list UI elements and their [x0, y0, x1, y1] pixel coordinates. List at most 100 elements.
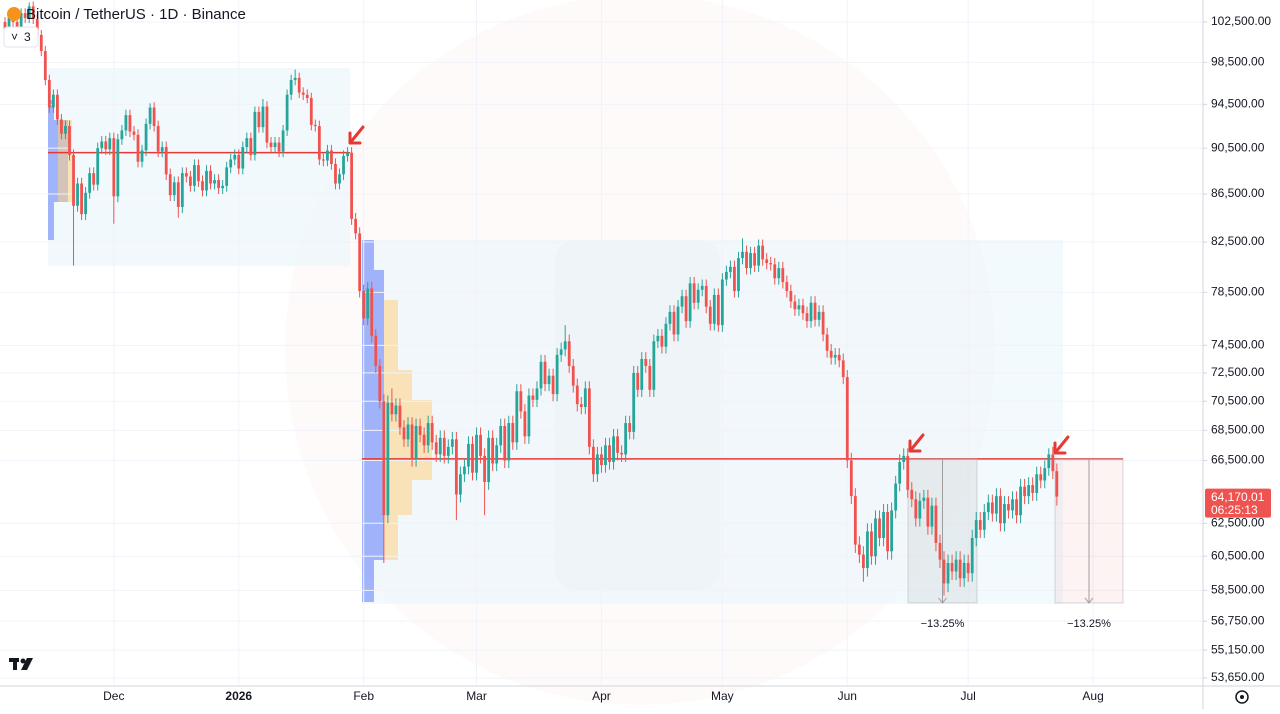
- candle-body: [543, 361, 547, 385]
- candle-body: [1027, 485, 1031, 497]
- candle-body: [180, 173, 184, 207]
- candle-body: [245, 138, 249, 148]
- candle-body: [555, 354, 559, 395]
- candle-body: [475, 434, 478, 473]
- candle-body: [664, 323, 668, 347]
- y-tick-label: 53,650.00: [1211, 670, 1265, 684]
- candle-body: [305, 94, 309, 98]
- candle-body: [160, 147, 164, 152]
- candle-body: [1031, 485, 1035, 493]
- y-tick-label: 98,500.00: [1211, 55, 1265, 69]
- candle-body: [193, 165, 196, 186]
- candle-body: [547, 375, 551, 385]
- measure-arrow-head: [1084, 597, 1094, 604]
- candle-body: [769, 263, 773, 265]
- candle-body: [515, 391, 519, 443]
- candle-body: [753, 253, 756, 266]
- plot: [0, 0, 1203, 686]
- candle-body: [817, 311, 821, 320]
- candle-body: [587, 388, 591, 447]
- candle-body: [805, 313, 809, 322]
- candle-body: [531, 395, 535, 400]
- candle-body: [7, 16, 11, 29]
- symbol-title: Bitcoin / TetherUS · 1D · Binance: [26, 6, 246, 23]
- candle-body: [88, 173, 92, 193]
- candle-body: [890, 510, 894, 552]
- candle-body: [378, 365, 382, 402]
- candle-body: [1035, 474, 1039, 493]
- candle-body: [47, 79, 51, 108]
- candle-body: [829, 350, 833, 358]
- candle-body: [624, 423, 628, 455]
- candle-body: [841, 360, 845, 378]
- candle-body: [60, 119, 63, 134]
- candle-body: [418, 425, 422, 435]
- measure-label: −13.25%: [1067, 618, 1111, 630]
- candle-body: [729, 266, 732, 272]
- candle-body: [430, 423, 434, 443]
- candle-body: [188, 176, 192, 186]
- candle-body: [116, 139, 120, 197]
- candle-body: [575, 385, 579, 405]
- y-tick-label: 78,500.00: [1211, 285, 1265, 299]
- candle-body: [326, 150, 329, 161]
- measure-arrow-head: [938, 597, 947, 604]
- candle-body: [793, 301, 797, 310]
- candle-body: [1019, 486, 1022, 516]
- candle-body: [289, 79, 293, 95]
- candle-body: [990, 502, 994, 514]
- candle-body: [720, 279, 724, 326]
- candle-body: [918, 500, 922, 519]
- candle-body: [1051, 454, 1055, 472]
- candle-body: [604, 445, 607, 466]
- y-tick-label: 74,500.00: [1211, 338, 1265, 352]
- candle-body: [168, 174, 172, 196]
- candle-body: [370, 288, 374, 336]
- candle-body: [108, 138, 112, 150]
- candle-body: [954, 559, 958, 572]
- candle-body: [184, 173, 188, 177]
- candle-body: [862, 554, 865, 569]
- candle-body: [390, 402, 394, 415]
- candle-body: [64, 126, 67, 134]
- indicator-toggle[interactable]: [3, 26, 39, 48]
- candle-body: [765, 259, 769, 264]
- y-tick-label: 62,500.00: [1211, 515, 1265, 529]
- x-tick-label: Jul: [961, 689, 976, 703]
- candle-body: [148, 107, 152, 124]
- candle-body: [217, 180, 221, 189]
- candle-body: [56, 94, 59, 120]
- candle-body: [84, 192, 88, 215]
- candle-body: [382, 401, 386, 516]
- candle-body: [849, 460, 853, 497]
- candle-body: [120, 130, 124, 140]
- candle-body: [503, 425, 507, 461]
- candle-body: [999, 496, 1002, 524]
- candle-body: [966, 562, 970, 574]
- candle-body: [358, 233, 362, 292]
- candle-body: [761, 245, 765, 260]
- candle-body: [112, 138, 116, 197]
- candle-body: [559, 349, 563, 355]
- candle-body: [962, 562, 966, 579]
- settings-button[interactable]: [1235, 690, 1249, 704]
- candle-body: [487, 437, 491, 483]
- candle-body: [692, 283, 696, 303]
- candle-body: [741, 251, 744, 259]
- candle-body: [644, 359, 648, 366]
- candle-body: [132, 131, 136, 135]
- candle-body: [144, 123, 148, 151]
- x-tick-label: Mar: [466, 689, 487, 703]
- candle-body: [454, 439, 458, 495]
- candle-body: [237, 154, 241, 169]
- settings-icon: [1240, 695, 1244, 699]
- candle-body: [434, 442, 438, 455]
- candle-body: [281, 130, 285, 152]
- candle-body: [970, 538, 974, 574]
- candle-body: [866, 531, 869, 569]
- candle-body: [942, 559, 946, 584]
- y-tick-label: 66,500.00: [1211, 453, 1265, 467]
- candle-body: [422, 434, 426, 446]
